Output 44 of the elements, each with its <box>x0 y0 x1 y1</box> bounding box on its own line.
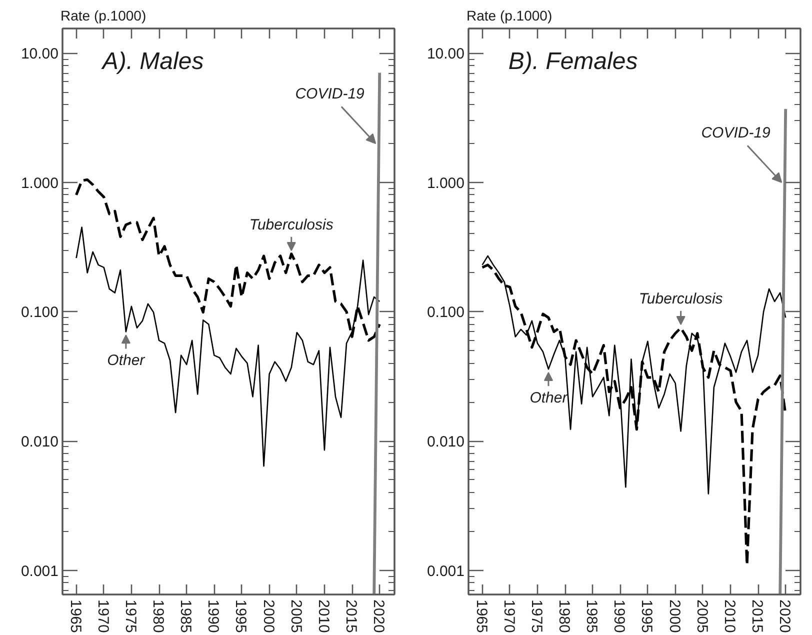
x-tick-label: 2010 <box>314 600 332 633</box>
text: A). Males <box>100 48 204 75</box>
y-tick-label: 0.100 <box>20 304 59 322</box>
y-tick-label: 1.000 <box>20 174 59 192</box>
y-tick-label: 0.001 <box>20 562 59 580</box>
x-tick-label: 1995 <box>232 600 250 633</box>
annotation: COVID-19 <box>295 86 366 103</box>
x-tick-label: 1975 <box>528 600 545 633</box>
y-tick-label: 0.010 <box>426 434 465 451</box>
y-axis-title: Rate (p.1000) <box>60 8 146 24</box>
x-tick-label: 2020 <box>370 600 388 633</box>
x-tick-label: 1985 <box>583 600 600 633</box>
y-tick-label: 10.00 <box>20 46 59 63</box>
x-tick-label: 1980 <box>556 600 573 633</box>
x-tick-label: 1975 <box>122 600 139 633</box>
x-tick-label: 1985 <box>177 600 194 633</box>
x-tick-label: 1965 <box>472 600 490 633</box>
annotation: COVID-19 <box>701 124 772 142</box>
y-tick-label: 0.001 <box>426 562 465 580</box>
x-tick-label: 2005 <box>693 600 710 633</box>
x-tick-label: 2010 <box>720 600 738 633</box>
y-tick-label: 0.010 <box>20 434 59 451</box>
x-tick-label: 1965 <box>66 600 84 633</box>
x-tick-label: 2000 <box>260 600 277 633</box>
x-tick-label: 1990 <box>204 600 222 633</box>
x-tick-label: 2000 <box>666 600 683 633</box>
annotation: Tuberculosis <box>638 290 724 308</box>
annotation: Tuberculosis <box>249 216 334 234</box>
x-tick-label: 2015 <box>748 600 766 633</box>
x-tick-label: 1970 <box>94 600 112 633</box>
x-tick-label: 2005 <box>287 600 304 633</box>
annotation: Other <box>530 389 568 406</box>
x-tick-label: 1970 <box>500 600 518 633</box>
x-tick-label: 2020 <box>776 600 794 633</box>
y-axis-title: Rate (p.1000) <box>466 8 552 24</box>
text: B). Females <box>508 48 638 75</box>
y-tick-label: 0.100 <box>426 304 465 322</box>
x-tick-label: 1980 <box>150 600 167 633</box>
x-tick-label: 2015 <box>342 600 360 633</box>
y-tick-label: 1.000 <box>426 174 465 192</box>
y-tick-label: 10.00 <box>426 46 465 63</box>
x-tick-label: 1990 <box>610 600 628 633</box>
annotation: Other <box>107 352 146 370</box>
x-tick-label: 1995 <box>638 600 656 633</box>
